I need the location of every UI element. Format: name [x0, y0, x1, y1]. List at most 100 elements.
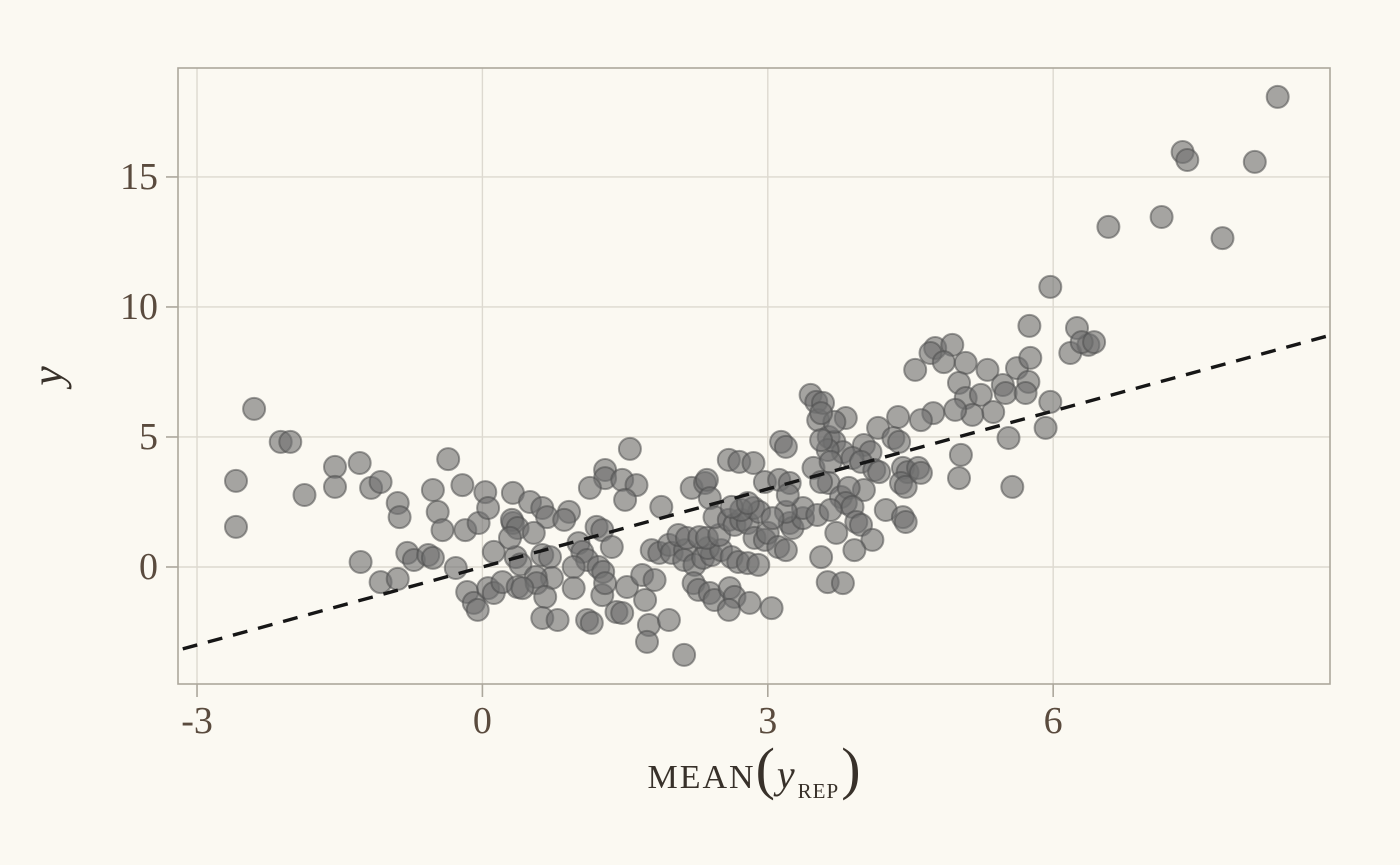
data-point: [1038, 389, 1063, 414]
data-point: [593, 571, 618, 596]
data-point: [561, 576, 586, 601]
data-point: [348, 550, 373, 574]
data-point: [545, 608, 570, 632]
grid-layer: [178, 68, 1330, 684]
data-point: [420, 545, 445, 570]
data-point: [953, 350, 978, 375]
data-point: [908, 408, 933, 433]
data-point: [450, 473, 475, 498]
data-point: [996, 426, 1021, 450]
data-point: [1149, 205, 1174, 229]
tick-label-layer: -3 0 3 6 0 5 10 15: [120, 156, 1063, 742]
data-point: [948, 442, 973, 467]
data-point: [613, 487, 638, 512]
data-point: [947, 466, 971, 491]
data-point: [824, 520, 849, 545]
data-point: [552, 507, 577, 532]
x-axis-title-variable: y: [773, 752, 795, 797]
data-point: [476, 496, 501, 520]
data-point: [1018, 345, 1043, 370]
data-point: [617, 436, 642, 461]
data-point: [887, 429, 912, 454]
data-point: [385, 566, 410, 591]
data-point: [323, 454, 347, 479]
data-point: [741, 451, 766, 475]
data-point: [510, 576, 535, 601]
data-point: [943, 397, 968, 422]
data-point: [993, 381, 1018, 405]
data-point: [465, 597, 490, 622]
data-point: [1096, 214, 1121, 239]
data-point: [577, 475, 602, 500]
data-point: [387, 505, 412, 530]
data-point: [809, 401, 834, 426]
data-point: [842, 538, 867, 563]
data-point: [860, 527, 885, 552]
data-point: [886, 405, 911, 429]
data-point: [579, 610, 604, 635]
x-axis-title: MEAN(y REP): [647, 736, 860, 803]
data-point: [672, 642, 697, 667]
y-axis-title: y: [23, 366, 72, 390]
data-point: [533, 584, 558, 609]
x-tick-label: 3: [758, 700, 777, 742]
data-point: [1013, 381, 1038, 405]
data-point: [759, 596, 784, 621]
data-point: [224, 468, 248, 493]
data-point: [498, 525, 522, 550]
tick-layer: [166, 176, 1054, 697]
data-point: [436, 447, 461, 472]
data-point: [347, 451, 372, 475]
data-point: [1017, 313, 1042, 338]
data-point: [368, 470, 393, 494]
data-point: [521, 520, 546, 545]
y-tick-label: 10: [120, 286, 158, 328]
data-point: [1210, 226, 1235, 251]
x-tick-label: 6: [1044, 700, 1063, 742]
data-point: [1265, 84, 1290, 109]
points-layer: [224, 84, 1290, 667]
data-point: [1000, 474, 1025, 499]
data-point: [893, 474, 918, 499]
data-point: [323, 474, 347, 499]
data-point: [420, 478, 445, 502]
y-tick-label: 5: [139, 416, 158, 458]
y-tick-label: 0: [139, 546, 158, 588]
data-point: [1082, 330, 1107, 355]
x-axis-title-close-paren: ): [841, 736, 860, 801]
data-point: [975, 357, 1000, 382]
data-point: [430, 518, 455, 543]
data-point: [292, 483, 317, 507]
data-point: [642, 568, 667, 592]
data-point: [830, 571, 855, 596]
data-point: [775, 483, 800, 507]
data-point: [242, 396, 267, 421]
data-point: [224, 514, 248, 539]
data-point: [931, 350, 956, 375]
data-point: [773, 434, 798, 459]
data-point: [278, 429, 303, 454]
x-tick-label: 0: [473, 700, 492, 742]
data-point: [867, 460, 892, 485]
data-point: [633, 588, 658, 612]
data-point: [903, 357, 928, 382]
data-point: [893, 510, 918, 534]
data-point: [1038, 274, 1063, 299]
data-point: [1175, 148, 1200, 172]
data-point: [908, 460, 933, 485]
data-point: [635, 629, 659, 654]
data-point: [1242, 149, 1267, 174]
data-point: [737, 590, 762, 615]
data-point: [443, 556, 468, 580]
data-point: [968, 382, 993, 407]
data-point: [809, 428, 834, 453]
data-point: [656, 608, 681, 632]
x-tick-label: -3: [181, 700, 213, 742]
plot-border: [177, 67, 1331, 685]
data-point: [610, 601, 635, 625]
data-point: [760, 506, 785, 531]
x-axis-title-prefix: MEAN: [647, 759, 755, 796]
data-point: [818, 498, 843, 522]
